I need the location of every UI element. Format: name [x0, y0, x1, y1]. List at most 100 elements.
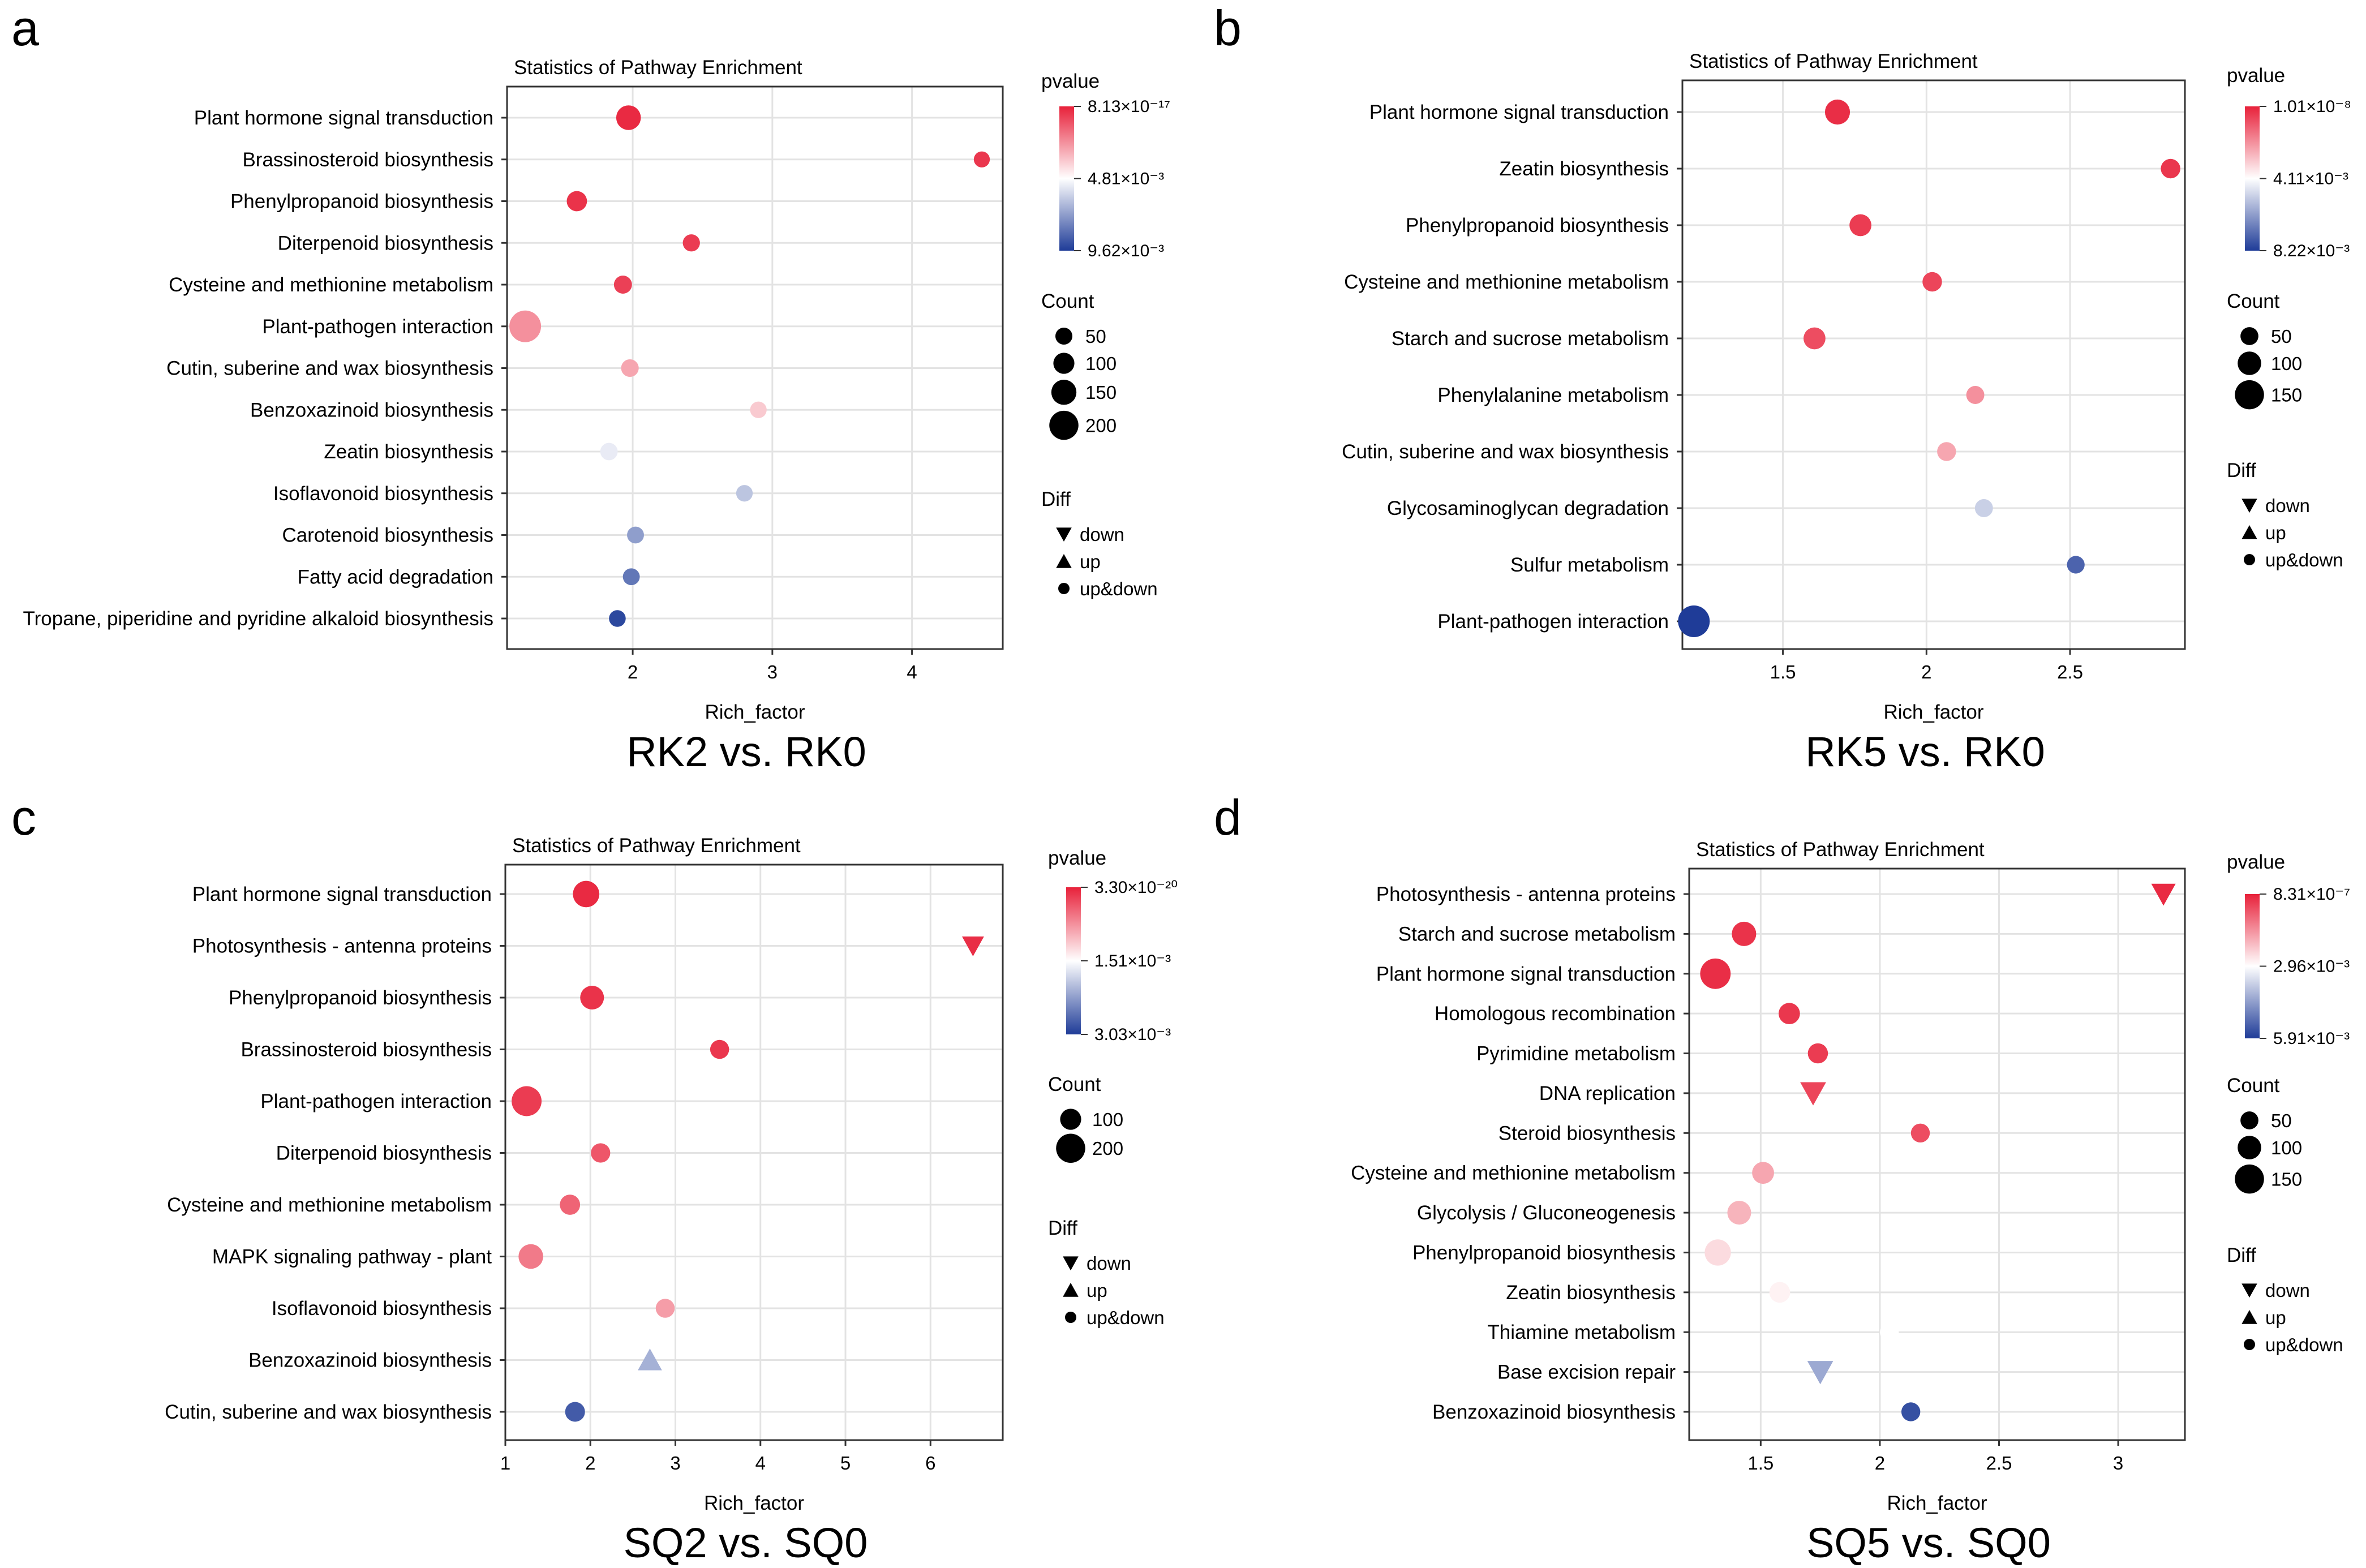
data-point	[600, 443, 618, 461]
diff-legend-up-icon	[2242, 1309, 2257, 1324]
data-point	[2151, 883, 2176, 906]
colorbar-tick-label: 1.51×10⁻³	[1094, 952, 1171, 970]
colorbar-tick-label: 8.31×10⁻⁷	[2273, 885, 2350, 904]
x-tick-label: 6	[925, 1453, 935, 1474]
data-point	[622, 568, 640, 586]
pathway-label: Cysteine and methionine metabolism	[169, 274, 493, 296]
diff-legend-down-icon	[1056, 527, 1072, 542]
data-point	[1700, 958, 1731, 989]
pathway-label: Cutin, suberine and wax biosynthesis	[165, 1401, 492, 1423]
pathway-label: Diterpenoid biosynthesis	[276, 1142, 492, 1165]
data-point	[566, 191, 587, 212]
plot-title: Statistics of Pathway Enrichment	[1689, 50, 1978, 72]
colorbar-tick-label: 4.81×10⁻³	[1088, 170, 1164, 188]
pathway-label: Photosynthesis - antenna proteins	[1376, 883, 1676, 905]
pathway-label: Cysteine and methionine metabolism	[167, 1194, 492, 1216]
data-point	[1880, 1322, 1899, 1342]
data-point	[616, 105, 641, 130]
data-point	[638, 1348, 662, 1371]
count-legend-dot	[2240, 1111, 2258, 1129]
data-point	[1910, 1123, 1930, 1143]
data-point	[1937, 442, 1956, 461]
count-legend-label: 50	[1085, 326, 1106, 347]
colorbar-tick-label: 3.30×10⁻²⁰	[1094, 878, 1178, 897]
count-legend-dot	[1056, 1133, 1085, 1163]
diff-legend-down-icon	[2242, 499, 2257, 513]
count-legend-label: 150	[2271, 1169, 2302, 1190]
x-tick-label: 2.5	[2057, 661, 2083, 682]
diff-legend-updown-label: up&down	[1080, 578, 1158, 599]
colorbar-tick-label: 8.22×10⁻³	[2273, 242, 2350, 260]
x-axis-label: Rich_factor	[704, 1492, 804, 1514]
count-legend-label: 100	[2271, 353, 2302, 374]
diff-legend-up-icon	[1063, 1282, 1079, 1297]
pathway-label: Pyrimidine metabolism	[1476, 1043, 1676, 1065]
pathway-label: DNA replication	[1539, 1082, 1676, 1105]
data-point	[1922, 272, 1942, 292]
data-point	[509, 310, 542, 342]
data-point	[2161, 158, 2180, 179]
pathway-label: Glycolysis / Gluconeogenesis	[1417, 1202, 1676, 1224]
data-point	[560, 1195, 581, 1215]
diff-legend-updown-label: up&down	[2265, 549, 2343, 570]
pathway-label: Base excision repair	[1497, 1361, 1676, 1384]
pathway-label: Fatty acid degradation	[298, 566, 493, 588]
pvalue-legend-title: pvalue	[2227, 851, 2285, 873]
pathway-label: Carotenoid biosynthesis	[282, 525, 493, 547]
data-point	[1769, 1282, 1790, 1303]
pathway-label: Phenylalanine metabolism	[1437, 384, 1669, 406]
x-tick-label: 5	[840, 1453, 851, 1474]
data-point	[2067, 556, 2085, 574]
x-tick-label: 2	[1921, 661, 1931, 682]
data-point	[1807, 1043, 1828, 1064]
count-legend-label: 100	[1092, 1109, 1123, 1130]
colorbar-tick-label: 9.62×10⁻³	[1088, 242, 1164, 260]
diff-legend-down-icon	[1063, 1256, 1079, 1271]
pathway-label: Plant-pathogen interaction	[262, 316, 493, 338]
count-legend-dot	[2238, 351, 2261, 375]
pathway-label: Phenylpropanoid biosynthesis	[230, 191, 493, 213]
pathway-label: Zeatin biosynthesis	[1499, 158, 1669, 180]
pathway-label: Plant hormone signal transduction	[1376, 963, 1676, 985]
data-point	[1779, 1003, 1800, 1024]
panel-letter: b	[1214, 0, 1242, 56]
pathway-label: Starch and sucrose metabolism	[1398, 923, 1676, 945]
data-point	[1807, 1361, 1833, 1385]
count-legend-dot	[1051, 380, 1077, 405]
x-tick-label: 4	[907, 661, 917, 682]
data-point	[573, 880, 600, 908]
colorbar-tick-label: 1.01×10⁻⁸	[2273, 97, 2351, 116]
x-tick-label: 3	[670, 1453, 680, 1474]
pathway-label: Steroid biosynthesis	[1498, 1122, 1676, 1144]
pvalue-legend-title: pvalue	[2227, 65, 2285, 87]
count-legend-dot	[1049, 410, 1079, 440]
pathway-label: Phenylpropanoid biosynthesis	[229, 987, 492, 1009]
legend: pvalue 8.31×10⁻⁷ 2.96×10⁻³ 5.91×10⁻³ Count 50…	[2227, 851, 2350, 1355]
pathway-label: Plant-pathogen interaction	[1437, 611, 1669, 633]
diff-legend-down-icon	[2242, 1283, 2257, 1298]
data-point	[613, 276, 632, 294]
legend: pvalue 8.13×10⁻¹⁷ 4.81×10⁻³ 9.62×10⁻³ Count 5…	[1041, 70, 1170, 599]
plot-title: Statistics of Pathway Enrichment	[512, 835, 801, 857]
pvalue-legend-title: pvalue	[1041, 70, 1100, 92]
diff-legend-title: Diff	[2227, 459, 2256, 482]
pathway-label: Plant-pathogen interaction	[260, 1090, 492, 1112]
data-point	[518, 1244, 543, 1269]
colorbar-tick-label: 3.03×10⁻³	[1094, 1025, 1171, 1044]
data-point	[682, 234, 700, 252]
comparison-title: RK2 vs. RK0	[626, 728, 866, 775]
comparison-title: SQ5 vs. SQ0	[1806, 1519, 2051, 1566]
diff-legend-up-icon	[1056, 553, 1072, 568]
colorbar-tick-label: 8.13×10⁻¹⁷	[1088, 97, 1170, 116]
diff-legend-up-label: up	[2265, 522, 2286, 543]
diff-legend-up-label: up	[2265, 1307, 2286, 1328]
panel-a: a Statistics of Pathway Enrichment Plant h…	[11, 0, 1170, 775]
pathway-label: Plant hormone signal transduction	[1369, 101, 1669, 123]
pathway-label: Phenylpropanoid biosynthesis	[1406, 214, 1669, 237]
data-point	[627, 526, 644, 544]
diff-legend-up-label: up	[1087, 1280, 1107, 1301]
count-legend-dot	[2240, 327, 2258, 345]
data-point	[655, 1299, 675, 1318]
data-point	[1824, 99, 1850, 125]
data-point	[580, 986, 604, 1009]
